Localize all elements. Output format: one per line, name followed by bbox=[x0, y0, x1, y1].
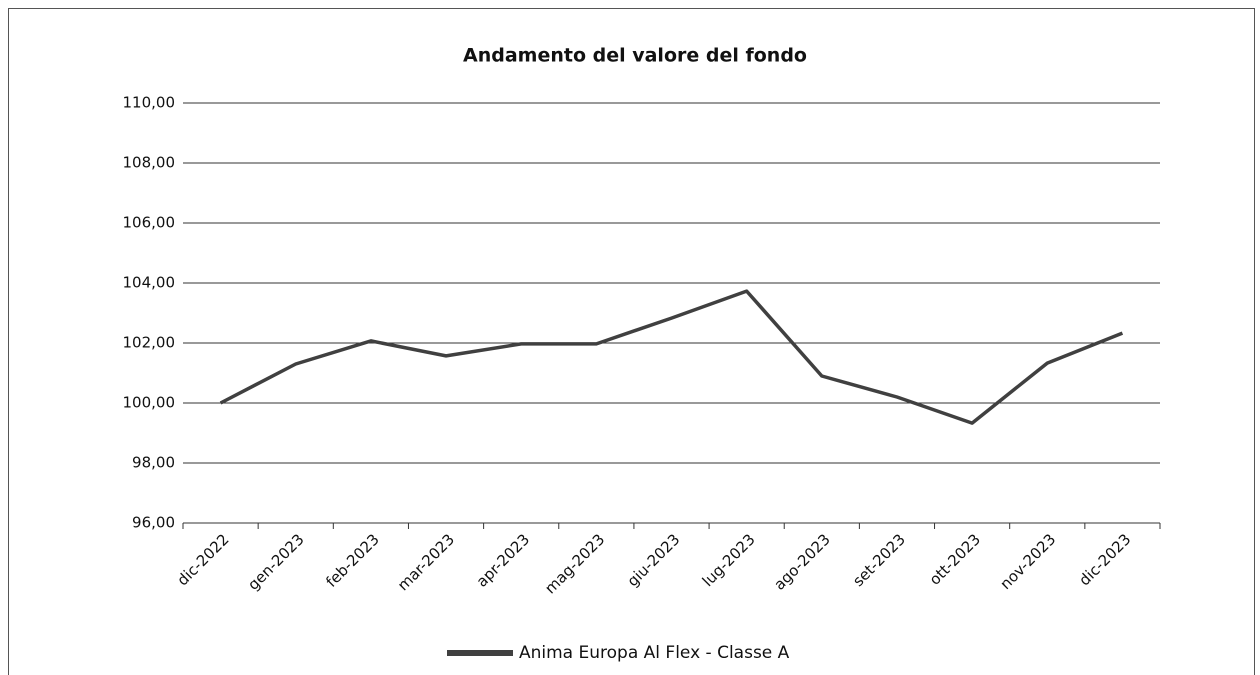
y-tick-label: 110,00 bbox=[123, 94, 176, 112]
y-tick-label: 100,00 bbox=[123, 394, 176, 412]
x-tick-label: mag-2023 bbox=[541, 530, 608, 597]
legend-label: Anima Europa Al Flex - Classe A bbox=[519, 643, 790, 663]
chart-title: Andamento del valore del fondo bbox=[463, 45, 807, 67]
x-tick-label: nov-2023 bbox=[997, 530, 1060, 593]
x-tick-label: gen-2023 bbox=[244, 530, 308, 594]
x-tick-label: ago-2023 bbox=[770, 530, 833, 593]
y-tick-label: 104,00 bbox=[123, 274, 176, 292]
y-tick-label: 106,00 bbox=[123, 214, 176, 232]
x-tick-label: apr-2023 bbox=[473, 530, 533, 590]
x-tick-label: lug-2023 bbox=[699, 530, 759, 590]
x-tick-label: feb-2023 bbox=[322, 530, 383, 591]
x-tick-label: dic-2022 bbox=[174, 530, 233, 589]
x-tick-label: mar-2023 bbox=[394, 530, 458, 594]
data-line bbox=[219, 289, 1124, 425]
y-tick-label: 96,00 bbox=[132, 514, 175, 532]
x-tick-label: giu-2023 bbox=[624, 530, 684, 590]
y-tick-label: 98,00 bbox=[132, 454, 175, 472]
chart-frame bbox=[8, 8, 1255, 675]
x-tick-label: dic-2023 bbox=[1075, 530, 1134, 589]
y-tick-label: 108,00 bbox=[123, 154, 176, 172]
x-tick-label: set-2023 bbox=[849, 530, 909, 590]
y-tick-label: 102,00 bbox=[123, 334, 176, 352]
x-tick-label: ott-2023 bbox=[926, 530, 984, 588]
